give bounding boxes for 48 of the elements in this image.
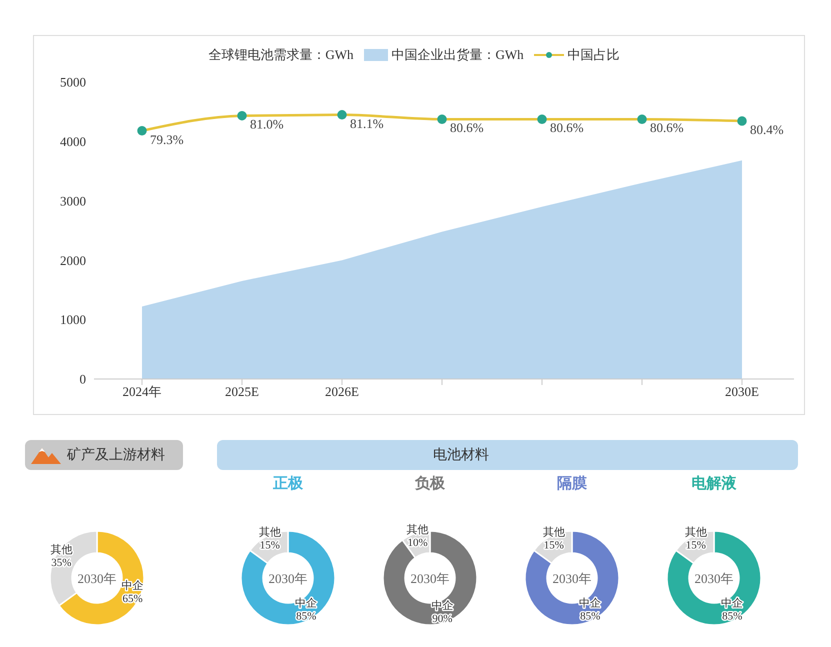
y-tick-label: 2000 bbox=[60, 252, 86, 268]
y-tick-label: 1000 bbox=[60, 312, 86, 328]
text: 2030年 bbox=[694, 571, 734, 586]
data-label: 15% bbox=[686, 539, 706, 552]
x-tick-label: 2024年 bbox=[122, 384, 162, 400]
data-label: 10% bbox=[408, 536, 428, 549]
legend-label: 中国企业出货量：GWh bbox=[390, 46, 524, 64]
data-label: 15% bbox=[260, 539, 280, 552]
y-tick-label: 0 bbox=[80, 372, 86, 387]
data-label: 80.6% bbox=[550, 120, 584, 136]
slice-label: 中企 bbox=[721, 596, 744, 610]
slice-label: 其他 bbox=[258, 525, 281, 538]
chart-title: 隔膜 bbox=[556, 474, 588, 493]
x-tick-label: 2026E bbox=[325, 384, 360, 400]
data-label: 79.3% bbox=[150, 132, 184, 147]
chart-title: 负极 bbox=[414, 474, 446, 493]
data-label: 81.1% bbox=[350, 116, 384, 131]
data-label: 80.6% bbox=[650, 120, 684, 136]
text: 电池材料 bbox=[433, 446, 489, 464]
data-label: 85% bbox=[580, 610, 600, 623]
text: 2030年 bbox=[410, 571, 450, 586]
data-label: 15% bbox=[544, 539, 564, 552]
y-tick-label: 4000 bbox=[60, 134, 86, 150]
x-tick-label: 2025E bbox=[225, 384, 260, 400]
y-tick-label: 5000 bbox=[60, 74, 86, 90]
slice-label: 中企 bbox=[295, 596, 318, 610]
chart-title: 矿产及上游材料 bbox=[67, 446, 165, 464]
slice-label: 中企 bbox=[122, 579, 144, 592]
slice-label: 其他 bbox=[542, 525, 565, 538]
x-tick-label: 2030E bbox=[725, 384, 760, 400]
text: 2030年 bbox=[552, 571, 592, 586]
slice-label: 其他 bbox=[684, 525, 707, 538]
data-label: 85% bbox=[722, 610, 742, 623]
chart-title: 电解液 bbox=[690, 474, 738, 493]
data-label: 80.4% bbox=[750, 122, 784, 138]
data-label: 80.6% bbox=[450, 120, 484, 136]
chart-title: 正极 bbox=[272, 474, 304, 493]
data-label: 81.0% bbox=[250, 116, 284, 132]
data-label: 85% bbox=[296, 610, 316, 623]
y-tick-label: 3000 bbox=[60, 193, 86, 208]
legend-label: 中国占比 bbox=[566, 46, 620, 64]
text: 2030年 bbox=[268, 571, 308, 586]
slice-label: 其他 bbox=[50, 542, 72, 556]
slice-label: 其他 bbox=[406, 522, 429, 536]
slice-label: 中企 bbox=[579, 596, 602, 610]
text: 2030年 bbox=[78, 571, 116, 586]
data-label: 35% bbox=[51, 556, 72, 569]
text: 全球锂电池需求量：GWh bbox=[208, 46, 354, 64]
